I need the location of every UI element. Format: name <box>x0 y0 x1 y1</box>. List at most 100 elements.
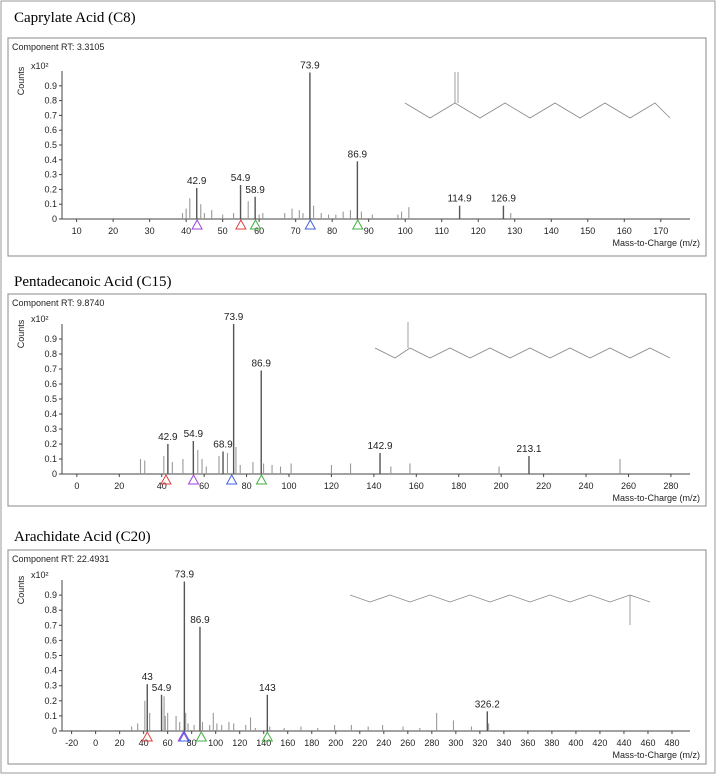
x-axis-label: Mass-to-Charge (m/z) <box>612 493 700 503</box>
molecule-c20 <box>349 594 651 625</box>
y-axis-label: Counts <box>16 575 26 604</box>
x-tick-label: 170 <box>653 226 668 236</box>
y-tick-label: 0.1 <box>44 711 57 721</box>
x-tick-label: 180 <box>451 481 466 491</box>
peak-label: 213.1 <box>516 444 541 455</box>
x-tick-label: 70 <box>291 226 301 236</box>
peak-label: 54.9 <box>152 683 172 694</box>
x-tick-label: 440 <box>616 738 631 748</box>
x-tick-label: 150 <box>580 226 595 236</box>
y-tick-label: 0.5 <box>44 394 57 404</box>
x-tick-label: 200 <box>494 481 509 491</box>
y-scale-label: x10² <box>31 570 49 580</box>
molecule-c8 <box>404 72 671 119</box>
x-tick-label: 20 <box>114 481 124 491</box>
peak-label: 126.9 <box>491 194 516 205</box>
peak-label: 73.9 <box>300 60 320 71</box>
x-tick-label: 60 <box>163 738 173 748</box>
x-tick-label: 40 <box>157 481 167 491</box>
x-axis-label: Mass-to-Charge (m/z) <box>612 750 700 760</box>
y-tick-label: 0.2 <box>44 696 57 706</box>
x-tick-label: 400 <box>568 738 583 748</box>
y-tick-label: 0.6 <box>44 635 57 645</box>
peak-label: 54.9 <box>231 173 251 184</box>
x-tick-label: 340 <box>496 738 511 748</box>
x-tick-label: 60 <box>199 481 209 491</box>
panel-box <box>7 293 707 507</box>
y-tick-label: 0.6 <box>44 125 57 135</box>
x-tick-label: 120 <box>232 738 247 748</box>
x-tick-label: 160 <box>617 226 632 236</box>
component-rt: Component RT: 3.3105 <box>12 42 104 52</box>
ion-marker <box>235 218 247 230</box>
ion-marker <box>178 730 191 742</box>
x-tick-label: 120 <box>324 481 339 491</box>
chart-title: Caprylate Acid (C8) <box>14 10 136 26</box>
ion-marker <box>249 218 262 230</box>
peak-label: 58.9 <box>245 185 265 196</box>
peak-label: 326.2 <box>475 699 500 710</box>
ion-marker <box>141 730 154 742</box>
x-tick-label: 320 <box>472 738 487 748</box>
chart-title: Arachidate Acid (C20) <box>14 529 151 545</box>
x-tick-label: 0 <box>93 738 98 748</box>
x-tick-label: -20 <box>65 738 78 748</box>
ion-marker <box>191 218 203 230</box>
y-tick-label: 0.4 <box>44 155 57 165</box>
x-tick-label: 10 <box>72 226 82 236</box>
ion-marker <box>351 218 364 230</box>
x-tick-label: 480 <box>664 738 679 748</box>
x-tick-label: 120 <box>471 226 486 236</box>
x-tick-label: 420 <box>592 738 607 748</box>
component-rt: Component RT: 22.4931 <box>12 554 109 564</box>
ion-marker <box>160 473 172 485</box>
y-tick-label: 0.8 <box>44 605 57 615</box>
x-tick-label: 100 <box>398 226 413 236</box>
x-tick-label: 140 <box>256 738 271 748</box>
x-tick-label: 240 <box>579 481 594 491</box>
y-tick-label: 0.6 <box>44 379 57 389</box>
y-tick-label: 0.1 <box>44 454 57 464</box>
x-tick-label: 220 <box>352 738 367 748</box>
x-tick-label: 140 <box>544 226 559 236</box>
ion-marker <box>187 473 200 485</box>
x-tick-label: 380 <box>544 738 559 748</box>
x-tick-label: 360 <box>520 738 535 748</box>
x-tick-label: 20 <box>108 226 118 236</box>
x-tick-label: 140 <box>366 481 381 491</box>
panel-box <box>7 37 707 257</box>
y-tick-label: 0 <box>52 726 57 736</box>
x-tick-label: 240 <box>376 738 391 748</box>
y-scale-label: x10² <box>31 314 49 324</box>
y-tick-label: 0 <box>52 214 57 224</box>
x-tick-label: 280 <box>424 738 439 748</box>
x-axis-label: Mass-to-Charge (m/z) <box>612 238 700 248</box>
y-tick-label: 0.3 <box>44 681 57 691</box>
x-tick-label: 130 <box>507 226 522 236</box>
y-tick-label: 0.3 <box>44 170 57 180</box>
x-tick-label: 260 <box>400 738 415 748</box>
peak-label: 86.9 <box>190 615 210 626</box>
peak-label: 114.9 <box>447 194 472 205</box>
x-tick-label: 260 <box>621 481 636 491</box>
y-tick-label: 0.2 <box>44 184 57 194</box>
panel-box <box>7 549 707 765</box>
y-tick-label: 0.9 <box>44 81 57 91</box>
y-tick-label: 0.8 <box>44 96 57 106</box>
x-tick-label: 80 <box>187 738 197 748</box>
y-scale-label: x10² <box>31 61 49 71</box>
molecule-c15 <box>374 322 671 359</box>
y-tick-label: 0.2 <box>44 439 57 449</box>
ion-marker <box>255 473 268 485</box>
peak-label: 42.9 <box>187 176 207 187</box>
y-axis-label: Counts <box>16 319 26 348</box>
component-rt: Component RT: 9.8740 <box>12 298 104 308</box>
peak-label: 54.9 <box>184 429 204 440</box>
peak-label: 86.9 <box>348 149 368 160</box>
x-tick-label: 50 <box>218 226 228 236</box>
peak-label: 42.9 <box>158 432 178 443</box>
peak-label: 86.9 <box>251 359 271 370</box>
x-tick-label: 160 <box>409 481 424 491</box>
